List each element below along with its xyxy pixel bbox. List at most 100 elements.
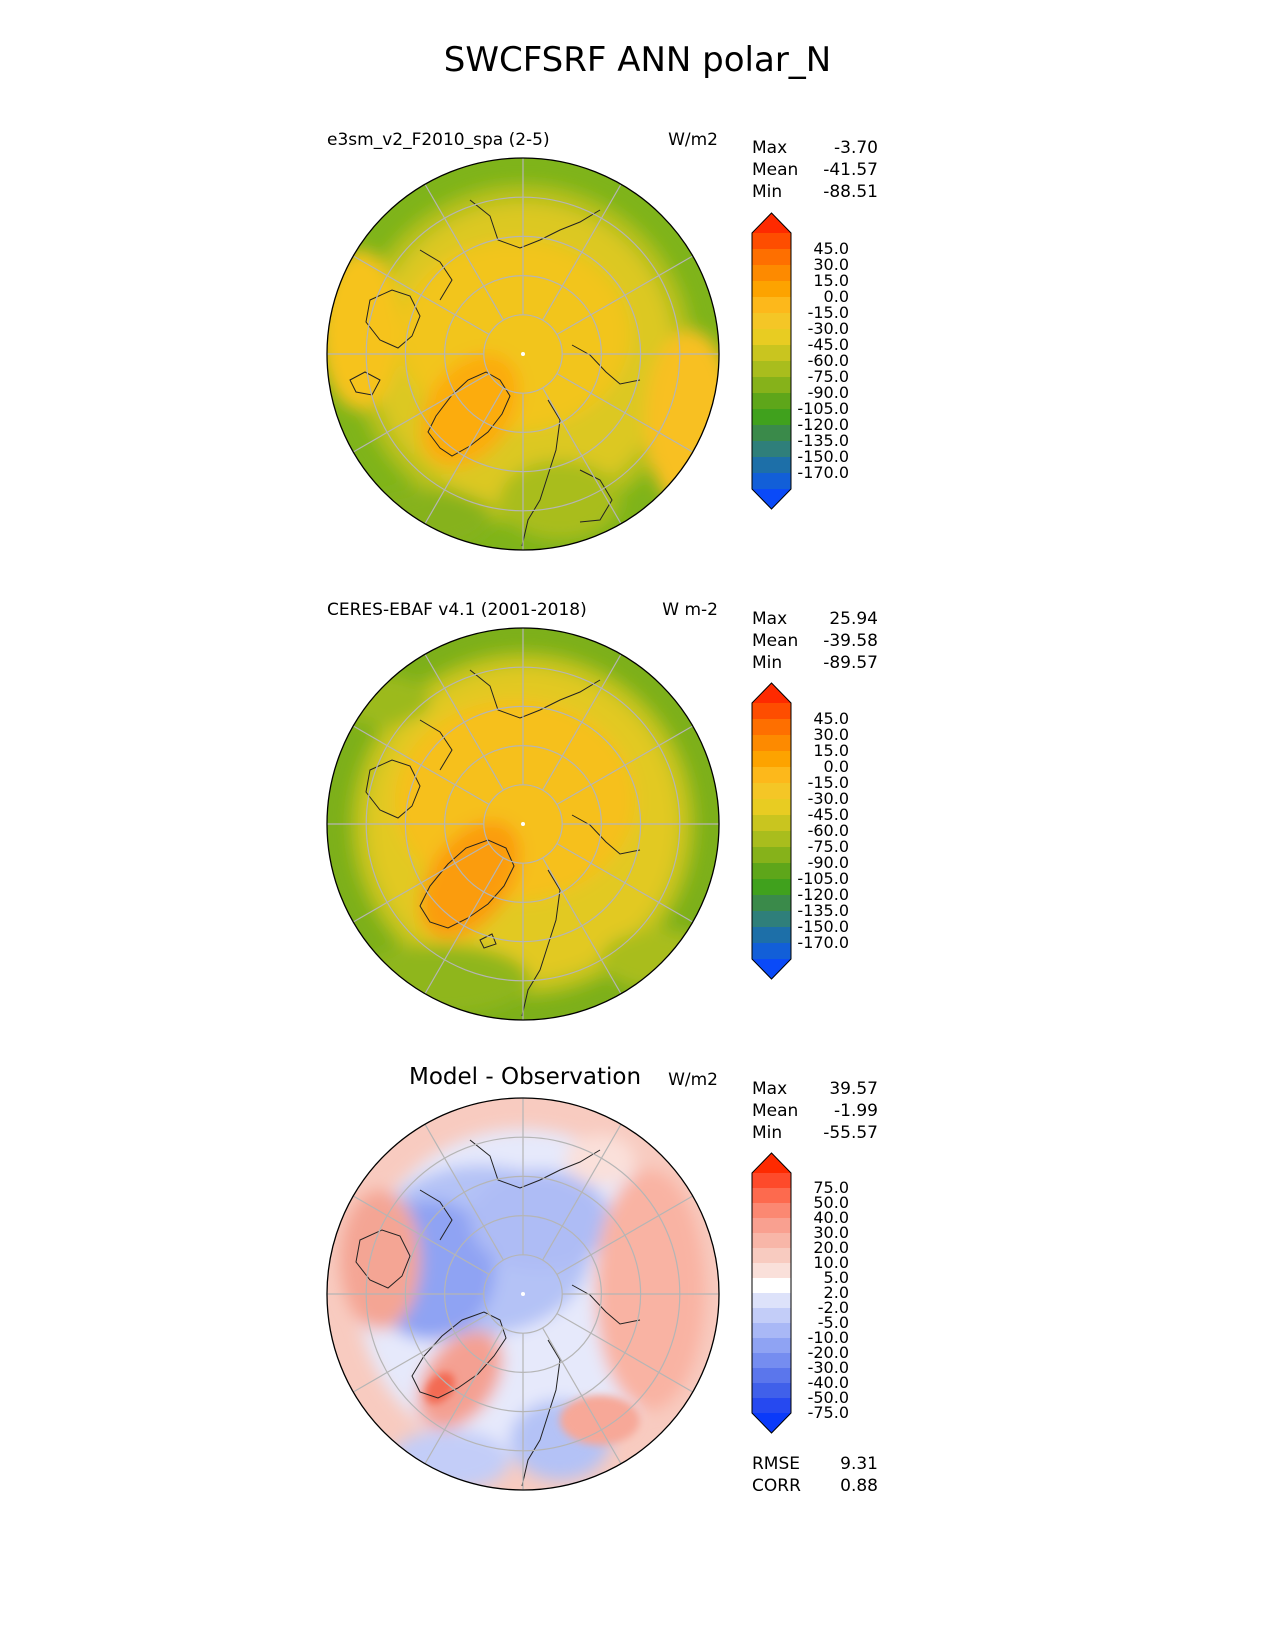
meridian-line — [424, 1327, 504, 1465]
colorbar-tick-label: -30.0 — [807, 1358, 849, 1377]
meridian-line — [556, 843, 694, 923]
colorbar-tick-label: -150.0 — [797, 917, 849, 936]
colorbar-segment — [752, 425, 791, 442]
meridian-line — [556, 1195, 694, 1275]
map-obs — [327, 628, 719, 1020]
colorbar-segment — [752, 233, 791, 250]
colorbar-segment — [752, 361, 791, 378]
colorbar-segment — [752, 457, 791, 474]
stat-min: Min -88.51 — [752, 182, 878, 202]
colorbar-segment — [752, 1398, 791, 1414]
colorbar-tick-label: 30.0 — [813, 1223, 849, 1242]
meridian-line — [352, 725, 490, 805]
panel-2-title: CERES-EBAF v4.1 (2001-2018) — [327, 600, 587, 620]
colorbar-extend-max — [752, 683, 791, 703]
meridian-line — [542, 857, 622, 995]
colorbar-segment — [752, 1383, 791, 1399]
meridian-line — [556, 373, 694, 453]
map-obs-grid — [327, 628, 719, 1020]
colorbar-extend-max — [752, 213, 791, 233]
colorbar-segment — [752, 751, 791, 768]
colorbar-segment — [752, 1308, 791, 1324]
panel-3-metrics: RMSE 9.31 CORR 0.88 — [752, 1453, 878, 1497]
map-diff-grid — [327, 1098, 719, 1490]
map-diff-border — [326, 1097, 720, 1491]
meridian-line — [542, 653, 622, 791]
colorbar-tick-label: 15.0 — [813, 741, 849, 760]
meridian-line — [352, 373, 490, 453]
meridian-line — [352, 255, 490, 335]
stat-min: Min -89.57 — [752, 653, 878, 673]
colorbar-segment — [752, 1233, 791, 1249]
map-obs-border — [326, 627, 720, 1021]
colorbar-segment — [752, 313, 791, 330]
colorbar-tick-label: -5.0 — [817, 1313, 849, 1332]
colorbar-tick-label: -90.0 — [807, 383, 849, 402]
colorbar-segment — [752, 895, 791, 912]
colorbar-segment — [752, 1188, 791, 1204]
colorbar-tick-label: -2.0 — [817, 1298, 849, 1317]
colorbar-tick-label: 30.0 — [813, 725, 849, 744]
meridian-line — [542, 387, 622, 525]
colorbar-model — [751, 212, 792, 510]
colorbar-tick-label: -135.0 — [797, 901, 849, 920]
colorbar-tick-label: -30.0 — [807, 789, 849, 808]
colorbar-tick-label: -45.0 — [807, 805, 849, 824]
colorbar-tick-label: -75.0 — [807, 837, 849, 856]
stat-mean: Mean -41.57 — [752, 160, 878, 180]
colorbar-segment — [752, 879, 791, 896]
colorbar-tick-label: -20.0 — [807, 1343, 849, 1362]
metric-rmse: RMSE 9.31 — [752, 1454, 878, 1474]
colorbar-segment — [752, 329, 791, 346]
panel-1-stats: Max -3.70 Mean -41.57 Min -88.51 — [752, 137, 878, 203]
meridian-line — [424, 183, 504, 321]
meridian-line — [542, 183, 622, 321]
panel-1-units: W/m2 — [668, 130, 718, 150]
colorbar-tick-label: -105.0 — [797, 869, 849, 888]
colorbar-tick-label: 2.0 — [823, 1283, 849, 1302]
meridian-line — [556, 725, 694, 805]
colorbar-tick-label: 45.0 — [813, 239, 849, 258]
colorbar-obs — [751, 682, 792, 980]
colorbar-tick-label: -30.0 — [807, 319, 849, 338]
map-model-land — [349, 199, 641, 547]
colorbar-segment — [752, 1248, 791, 1264]
map-obs-land — [365, 669, 641, 1017]
colorbar-segment — [752, 409, 791, 426]
colorbar-tick-label: -45.0 — [807, 335, 849, 354]
colorbar-segment — [752, 1203, 791, 1219]
colorbar-segment — [752, 297, 791, 314]
colorbar-tick-label: -170.0 — [797, 933, 849, 952]
colorbar-segment — [752, 1263, 791, 1279]
colorbar-segment — [752, 863, 791, 880]
map-model — [327, 158, 719, 550]
colorbar-segment — [752, 281, 791, 298]
colorbar-segment — [752, 1338, 791, 1354]
colorbar-outline — [751, 212, 792, 510]
colorbar-tick-label: 0.0 — [823, 287, 849, 306]
colorbar-tick-label: 45.0 — [813, 709, 849, 728]
colorbar-tick-label: -15.0 — [807, 773, 849, 792]
colorbar-segment — [752, 783, 791, 800]
panel-3-units: W/m2 — [668, 1070, 718, 1090]
colorbar-tick-label: -120.0 — [797, 415, 849, 434]
colorbar-outline — [751, 1152, 792, 1434]
colorbar-segment — [752, 249, 791, 266]
colorbar-tick-label: 75.0 — [813, 1178, 849, 1197]
colorbar-segment — [752, 767, 791, 784]
colorbar-segment — [752, 1293, 791, 1309]
colorbar-segment — [752, 345, 791, 362]
colorbar-tick-label: 0.0 — [823, 757, 849, 776]
colorbar-tick-label: -15.0 — [807, 303, 849, 322]
map-model-border — [326, 157, 720, 551]
panel-2-stats: Max 25.94 Mean -39.58 Min -89.57 — [752, 608, 878, 674]
stat-min: Min -55.57 — [752, 1123, 878, 1143]
colorbar-tick-label: -50.0 — [807, 1388, 849, 1407]
meridian-line — [424, 857, 504, 995]
colorbar-segment — [752, 719, 791, 736]
meridian-line — [424, 387, 504, 525]
stat-mean: Mean -39.58 — [752, 631, 878, 651]
colorbar-segment — [752, 265, 791, 282]
colorbar-segment — [752, 943, 791, 960]
